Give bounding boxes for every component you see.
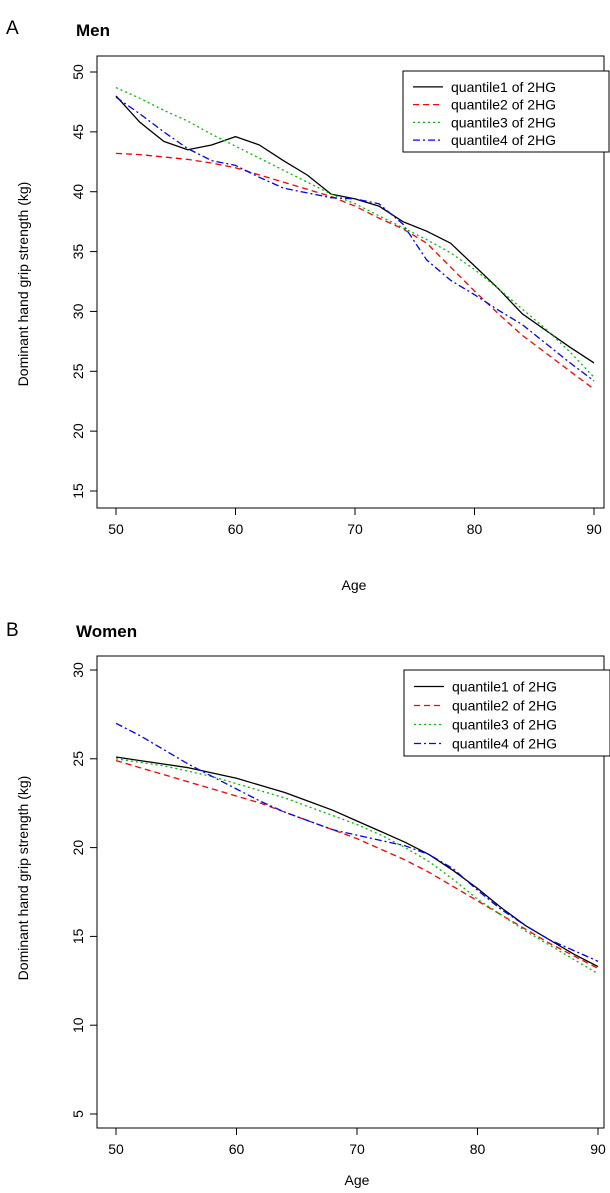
plot-area-men: 50 60 70 80 90 15 20 25 30 35 40 45 50 quantile1 of 2… [70, 55, 610, 537]
legend-box [402, 70, 610, 153]
legend-label-1: quantile1 of 2HG [451, 79, 556, 95]
y-tick-label: 5 [70, 1110, 86, 1118]
series-line-3 [115, 87, 595, 378]
series-line-1 [115, 756, 599, 968]
x-tick-label: 60 [229, 1141, 245, 1157]
legend-label-3: quantile3 of 2HG [452, 717, 557, 733]
plot-frame [96, 655, 605, 1129]
x-tick-label: 70 [349, 1141, 365, 1157]
y-axis-label-men: Dominant hand grip strength (kg) [15, 182, 31, 387]
y-tick-label: 20 [70, 423, 86, 439]
x-tick-label: 60 [228, 521, 244, 537]
legend-label-2: quantile2 of 2HG [451, 97, 556, 113]
x-tick-label: 50 [108, 521, 124, 537]
panel-title-men: Men [76, 21, 110, 40]
plot-frame [96, 55, 605, 509]
y-tick-label: 45 [70, 124, 86, 140]
series-line-2 [115, 759, 599, 969]
x-tick-label: 80 [467, 521, 483, 537]
x-tick-label: 90 [586, 521, 602, 537]
y-tick-label: 30 [70, 662, 86, 678]
legend-label-3: quantile3 of 2HG [451, 114, 556, 130]
legend-box [403, 669, 610, 757]
y-tick-label: 25 [70, 363, 86, 379]
legend-label-4: quantile4 of 2HG [452, 736, 557, 752]
series-line-4 [115, 722, 599, 962]
series-line-4 [115, 96, 595, 382]
x-axis-label-women: Age [345, 1172, 370, 1188]
y-tick-label: 50 [70, 64, 86, 80]
x-tick-label: 90 [590, 1141, 606, 1157]
y-tick-label: 15 [70, 483, 86, 499]
y-tick-label: 15 [70, 928, 86, 944]
x-tick-label: 50 [108, 1141, 124, 1157]
y-tick-label: 25 [70, 751, 86, 767]
y-tick-label: 20 [70, 840, 86, 856]
y-tick-label: 40 [70, 184, 86, 200]
y-tick-label: 35 [70, 244, 86, 260]
x-tick-label: 80 [470, 1141, 486, 1157]
legend-label-1: quantile1 of 2HG [452, 679, 557, 695]
panel-letter-a: A [6, 18, 19, 39]
x-tick-label: 70 [347, 521, 363, 537]
y-tick-label: 30 [70, 303, 86, 319]
panel-title-women: Women [76, 622, 137, 641]
legend-label-2: quantile2 of 2HG [452, 698, 557, 714]
x-axis-label-men: Age [342, 577, 367, 593]
panel-letter-b: B [6, 620, 19, 641]
y-tick-label: 10 [70, 1017, 86, 1033]
series-line-2 [115, 152, 595, 390]
series-line-3 [115, 758, 599, 975]
panel-women: B Women Dominant hand grip strength (kg)… [6, 620, 610, 1188]
panel-men: A Men Dominant hand grip strength (kg) A… [6, 18, 610, 593]
y-axis-label-women: Dominant hand grip strength (kg) [15, 776, 31, 981]
legend-label-4: quantile4 of 2HG [451, 132, 556, 148]
plot-area-women: 50 60 70 80 90 5 10 15 20 25 30 quantile1 of 2HG qua… [70, 655, 610, 1157]
